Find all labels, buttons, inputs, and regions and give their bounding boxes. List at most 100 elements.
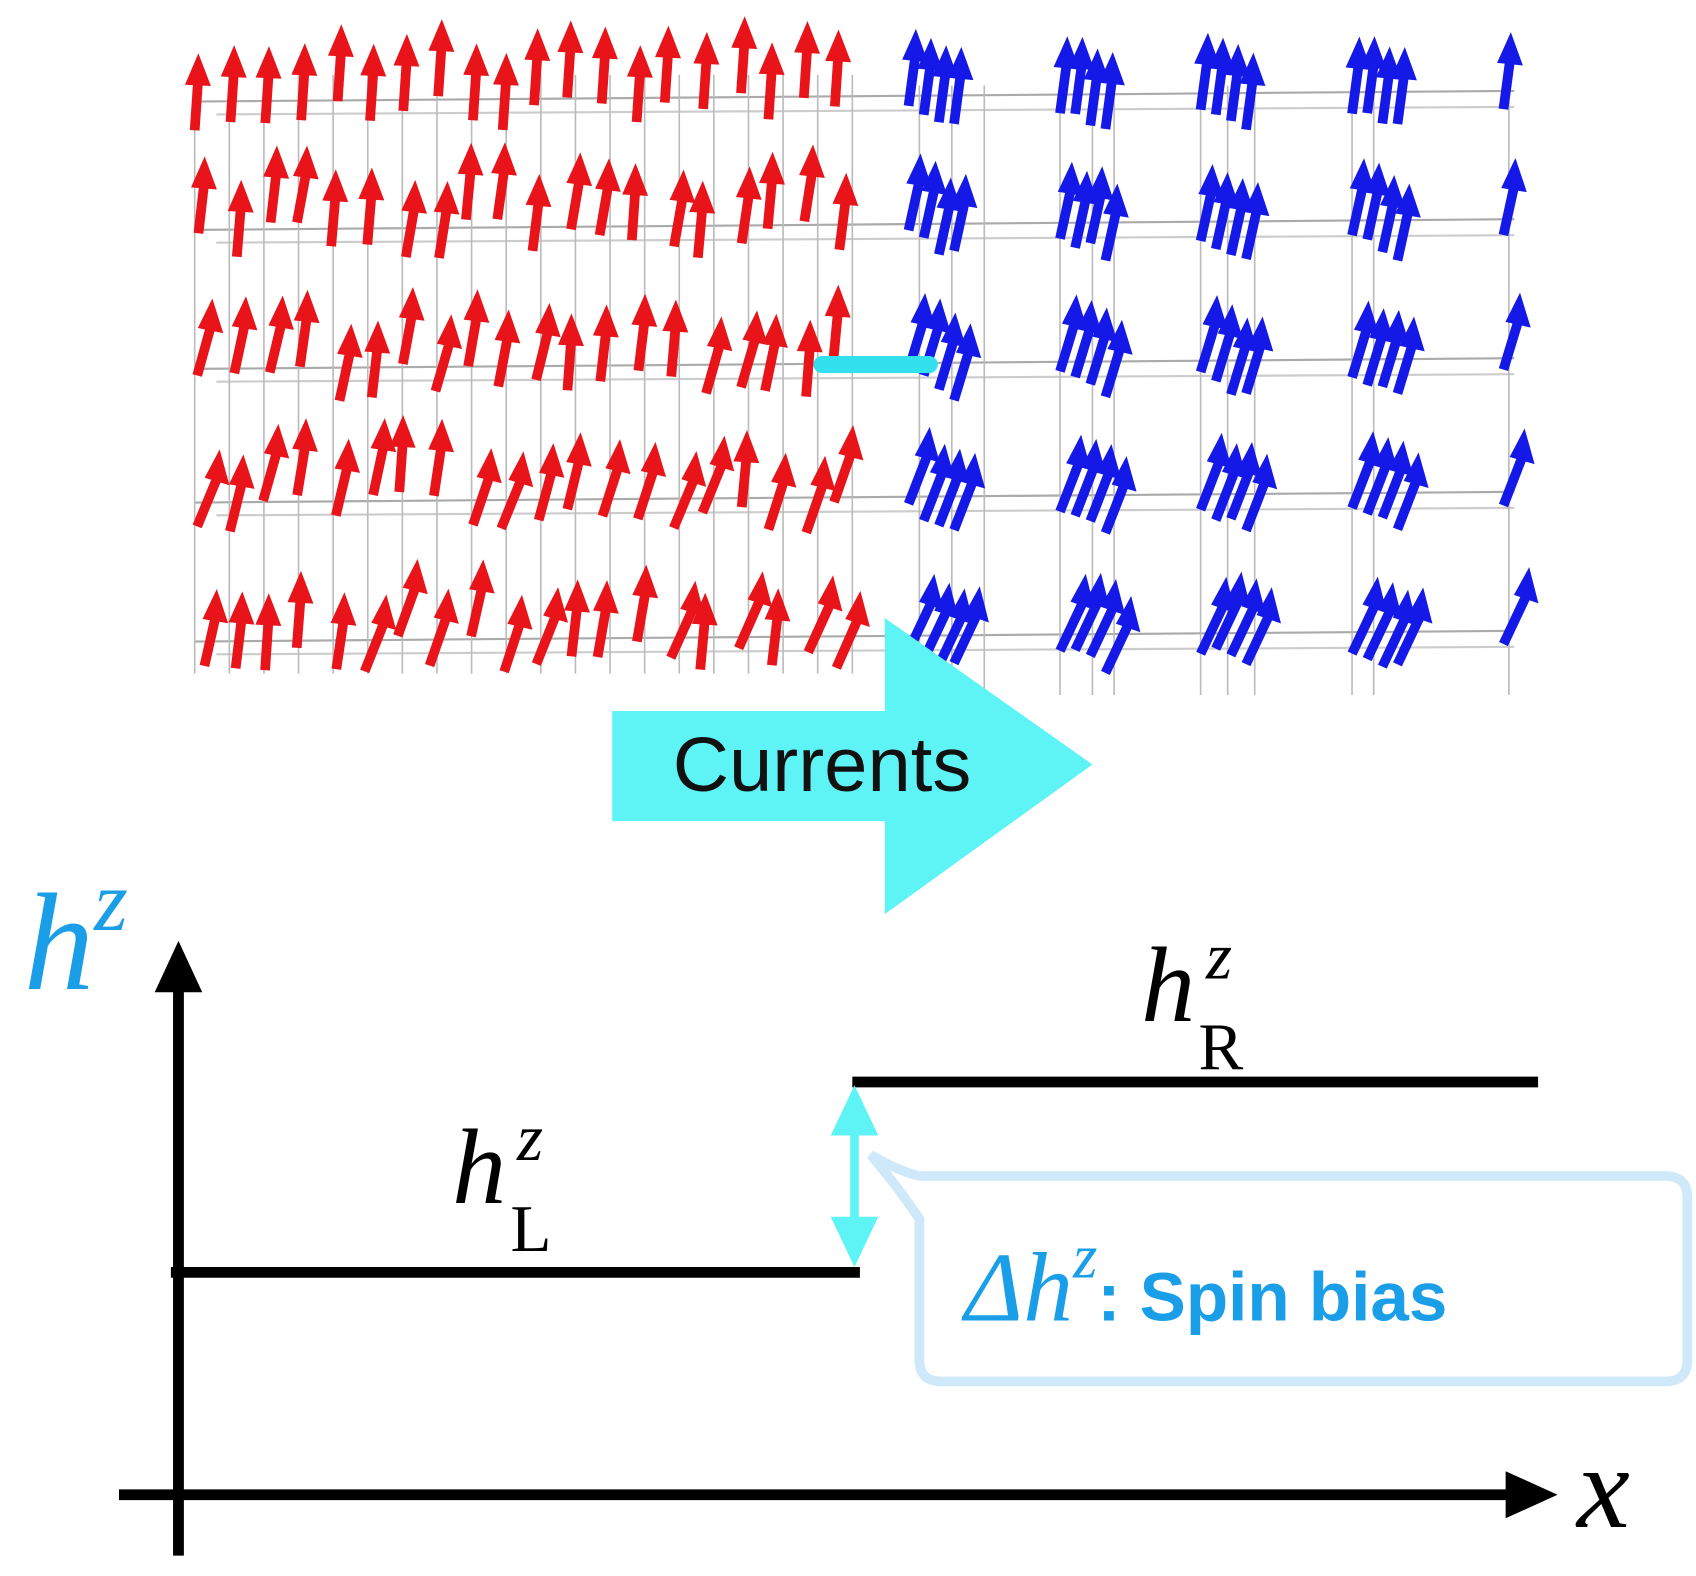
spin-head [184,53,211,86]
spin-shaft [828,313,843,363]
spin-shaft [1377,202,1398,254]
spin-shaft [424,615,451,668]
spin-head [557,20,584,54]
spin-head [1256,587,1282,624]
spin-shaft [264,323,286,374]
spin-head [669,169,696,204]
spin-shaft [1498,455,1527,508]
spin-shaft [666,607,697,660]
spin-head [1407,587,1433,624]
spin-head [681,450,707,487]
spin-shaft [594,186,613,236]
spin-head [1243,181,1270,217]
spin-shaft [1241,480,1270,533]
spin-head [691,592,718,626]
bias-sup: z [1072,1223,1097,1292]
spin-head [733,430,760,464]
spin-head [632,564,659,599]
spin-head [592,304,619,338]
spin-shaft [1055,64,1072,114]
spin-shaft [595,332,611,382]
spin-head [1497,32,1523,66]
spin-shaft [597,466,623,518]
spin-shaft [949,75,966,125]
spin-head [1509,428,1535,465]
spin-head [662,299,689,333]
spin-shaft [1347,458,1376,510]
spin-lattice [184,16,1539,695]
spin-shaft [736,194,754,245]
left-level-base: h [452,1108,506,1226]
spin-head [964,586,989,623]
spin-shaft [903,57,920,107]
spin-head [1115,595,1141,633]
spin-shaft [1070,198,1091,249]
spin-shaft [1377,74,1394,125]
spin-head [919,573,944,611]
spin-head [197,298,224,334]
spin-head [1391,47,1417,81]
spin-shaft [934,73,951,123]
spin-head [508,451,534,488]
spin-head [507,594,533,630]
spin-head [360,43,387,77]
spin-head [293,289,320,324]
spin-shaft [736,458,752,508]
spin-shaft [801,483,828,535]
spin-head [558,313,584,347]
spin-shaft [531,330,553,381]
spin-head [364,320,391,354]
spin-shaft [1498,185,1519,237]
spin-shaft [919,470,947,523]
spin-head [428,418,455,453]
spin-shaft [1055,600,1088,653]
spin-shaft [829,452,856,504]
spin-shaft [466,587,487,638]
spin-head [832,172,859,207]
spin-shaft [1226,344,1251,396]
spin-shaft [331,620,349,670]
spin-shaft [934,475,963,528]
spin-shaft [698,60,712,110]
spin-shaft [918,66,936,116]
spin-shaft [1347,603,1380,656]
spin-shaft [1100,483,1129,535]
spin-head [759,151,785,185]
spin-shaft [701,343,725,395]
spin-head [1217,304,1244,340]
spin-shaft [1393,614,1425,667]
spin-head [371,594,397,631]
spin-shaft [734,598,765,651]
spin-shaft [562,48,576,98]
spin-head [220,45,247,78]
spin-shaft [803,602,835,655]
spin-head [1107,319,1133,355]
spin-shaft [1085,194,1106,245]
spin-shaft [368,445,389,497]
spin-head [255,46,282,79]
bias-arrow-tail [830,1216,879,1268]
spin-shaft [1392,479,1421,532]
spin-head [825,29,852,63]
spin-head [566,152,593,187]
spin-shaft [1070,599,1103,652]
spin-head [1377,582,1403,619]
spin-head [229,454,255,489]
spin-head [1211,576,1236,614]
spin-shaft [1377,616,1410,669]
spin-shaft [430,341,455,393]
spin-head [334,438,361,473]
spin-shaft [231,208,246,258]
spin-head [463,43,490,77]
spin-head [1111,455,1137,492]
right-level-sub: R [1198,1012,1243,1085]
spin-shaft [666,328,681,377]
bias-base: h [1023,1234,1073,1342]
spin-shaft [799,172,817,223]
spin-shaft [1070,65,1087,115]
spin-head [1237,441,1263,478]
spin-head [268,295,294,330]
lattice-line [216,645,1515,656]
spin-head [1360,36,1387,70]
spin-head [1358,431,1384,467]
